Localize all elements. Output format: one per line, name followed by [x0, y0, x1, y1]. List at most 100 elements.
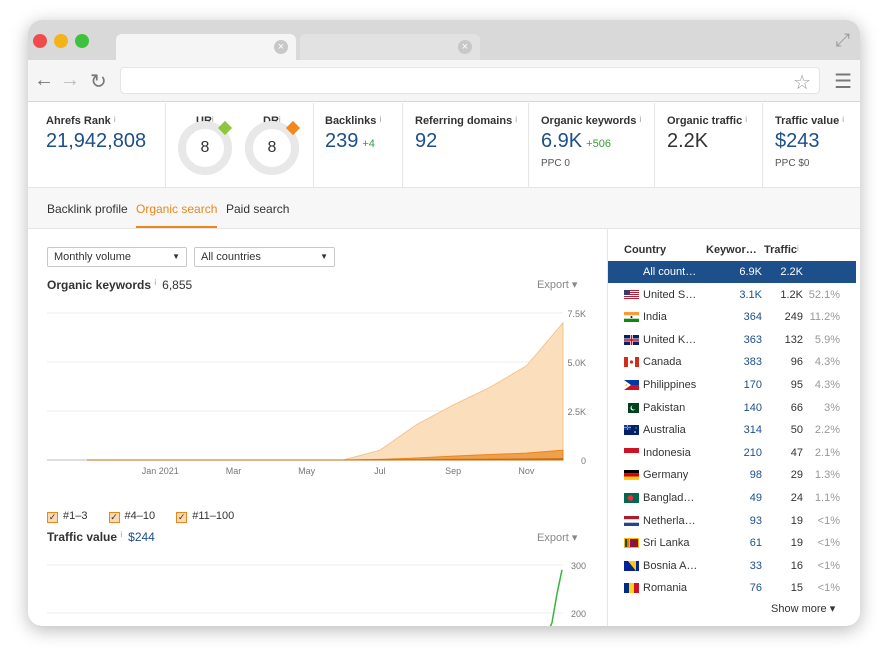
table-row[interactable]: Canada 383 96 4.3%: [608, 351, 856, 373]
tab-close-icon[interactable]: ×: [274, 40, 288, 54]
keywords-count[interactable]: 364: [743, 311, 762, 324]
traffic-column-header[interactable]: Traffic: [764, 244, 798, 256]
keywords-count[interactable]: 61: [749, 537, 762, 550]
info-icon[interactable]: i: [211, 115, 214, 124]
export-button[interactable]: Export ▾: [537, 532, 578, 544]
table-row[interactable]: Romania 76 15 <1%: [608, 577, 856, 599]
forward-icon[interactable]: →: [60, 69, 80, 91]
checkbox-icon[interactable]: ✓: [47, 512, 58, 523]
ur-value: 8: [200, 139, 210, 156]
charts-panel: Monthly volume ▼ All countries ▼ Organic…: [28, 229, 608, 626]
keywords-count[interactable]: 93: [749, 514, 762, 527]
keywords-count[interactable]: 383: [743, 356, 762, 369]
checkbox-icon[interactable]: ✓: [176, 512, 188, 523]
area-series: [87, 458, 564, 461]
info-icon[interactable]: i: [154, 278, 157, 287]
info-icon[interactable]: i: [120, 530, 123, 539]
metric-value[interactable]: 21,942,808: [46, 130, 147, 152]
table-row[interactable]: Netherla… 93 19 <1%: [608, 510, 856, 532]
info-icon[interactable]: i: [515, 115, 518, 124]
x-tick-label: Mar: [226, 466, 242, 476]
keywords-column-header[interactable]: Keywor…: [706, 244, 757, 256]
menu-icon[interactable]: ☰: [834, 71, 852, 93]
metric-sub: PPC $0: [775, 158, 810, 169]
keywords-count[interactable]: 76: [749, 582, 762, 595]
metric-value[interactable]: 239 +4: [325, 130, 375, 153]
table-row[interactable]: All count… 6.9K 2.2K: [608, 261, 856, 283]
close-window-button[interactable]: [33, 34, 47, 48]
keywords-count[interactable]: 33: [749, 559, 762, 572]
area-series: [87, 321, 564, 461]
keywords-count[interactable]: 314: [743, 424, 762, 437]
au-flag-icon: [624, 425, 639, 436]
traffic-share: 4.3%: [814, 379, 840, 391]
organic-keywords-delta: +506: [586, 138, 611, 150]
table-row[interactable]: Banglad… 49 24 1.1%: [608, 487, 856, 509]
star-icon[interactable]: ☆: [793, 72, 811, 94]
dr-gauge: 8: [245, 121, 299, 175]
legend-item[interactable]: ✓ #1–3: [47, 510, 87, 523]
table-row[interactable]: India 364 249 11.2%: [608, 306, 856, 328]
minimize-window-button[interactable]: [54, 34, 68, 48]
traffic-count: 95: [790, 379, 803, 391]
country-column-header[interactable]: Country: [624, 244, 667, 256]
address-bar[interactable]: ☆: [120, 67, 820, 94]
backlinks-count[interactable]: 239: [325, 130, 359, 152]
keywords-count[interactable]: 49: [749, 492, 762, 504]
browser-tab-active[interactable]: ×: [116, 34, 296, 60]
countries-select[interactable]: All countries ▼: [194, 247, 335, 267]
table-row[interactable]: Philippines 170 95 4.3%: [608, 374, 856, 396]
table-row[interactable]: Indonesia 210 47 2.1%: [608, 442, 856, 464]
traffic-count: 19: [790, 537, 803, 550]
table-row[interactable]: Sri Lanka 61 19 <1%: [608, 532, 856, 554]
back-icon[interactable]: ←: [34, 69, 54, 91]
table-row[interactable]: Pakistan 140 66 3%: [608, 397, 856, 419]
checkbox-icon[interactable]: ✓: [108, 512, 120, 523]
expand-icon[interactable]: ⤢: [835, 30, 850, 50]
keywords-count[interactable]: 170: [743, 379, 762, 391]
legend-item[interactable]: ✓ #4–10: [108, 510, 155, 523]
info-icon[interactable]: i: [639, 115, 642, 124]
keywords-count[interactable]: 6.9K: [739, 266, 762, 278]
volume-select[interactable]: Monthly volume ▼: [47, 247, 187, 267]
traffic-count: 66: [790, 401, 803, 414]
legend-item[interactable]: ✓ #11–100: [176, 510, 234, 523]
export-button[interactable]: Export ▾: [537, 279, 578, 291]
show-more-button[interactable]: Show more ▾: [771, 603, 836, 615]
traffic-count: 19: [790, 514, 803, 527]
reload-icon[interactable]: ↻: [90, 71, 107, 93]
organic-keywords-count[interactable]: 6.9K: [541, 130, 583, 152]
tab-backlink-profile[interactable]: Backlink profile: [47, 202, 128, 216]
table-row[interactable]: Bosnia A… 33 16 <1%: [608, 555, 856, 577]
info-icon[interactable]: i: [842, 115, 845, 124]
country-name: United K…: [643, 333, 697, 346]
tab-paid-search[interactable]: Paid search: [226, 202, 290, 216]
browser-toolbar: ← → ↻ ☆ ☰: [28, 60, 860, 102]
id-flag-icon: [624, 447, 639, 458]
tab-organic-search[interactable]: Organic search: [136, 202, 218, 228]
metric-value[interactable]: $243: [775, 130, 820, 152]
metric-value[interactable]: 6.9K +506: [541, 130, 611, 153]
table-row[interactable]: Australia 314 50 2.2%: [608, 419, 856, 441]
keywords-count[interactable]: 363: [743, 333, 762, 346]
table-row[interactable]: United S… 3.1K 1.2K 52.1%: [608, 284, 856, 306]
country-name: Pakistan: [643, 401, 686, 414]
browser-tab-inactive[interactable]: ×: [300, 34, 480, 60]
keywords-count[interactable]: 210: [743, 446, 762, 459]
traffic-count: 132: [784, 333, 803, 346]
maximize-window-button[interactable]: [75, 34, 89, 48]
info-icon[interactable]: i: [745, 115, 748, 124]
keywords-count[interactable]: 98: [749, 469, 762, 482]
info-icon[interactable]: i: [379, 115, 382, 124]
subtab-bar: Backlink profile Organic search Paid sea…: [28, 188, 860, 229]
info-icon[interactable]: i: [278, 115, 281, 124]
metric-value[interactable]: 92: [415, 130, 438, 152]
table-row[interactable]: United K… 363 132 5.9%: [608, 329, 856, 351]
table-row[interactable]: Germany 98 29 1.3%: [608, 464, 856, 486]
tab-close-icon[interactable]: ×: [458, 40, 472, 54]
keywords-count[interactable]: 140: [743, 401, 762, 414]
info-icon[interactable]: i: [113, 115, 116, 124]
metric-value[interactable]: 2.2K: [667, 130, 709, 152]
keywords-count[interactable]: 3.1K: [739, 288, 762, 301]
info-icon[interactable]: i: [797, 244, 799, 253]
